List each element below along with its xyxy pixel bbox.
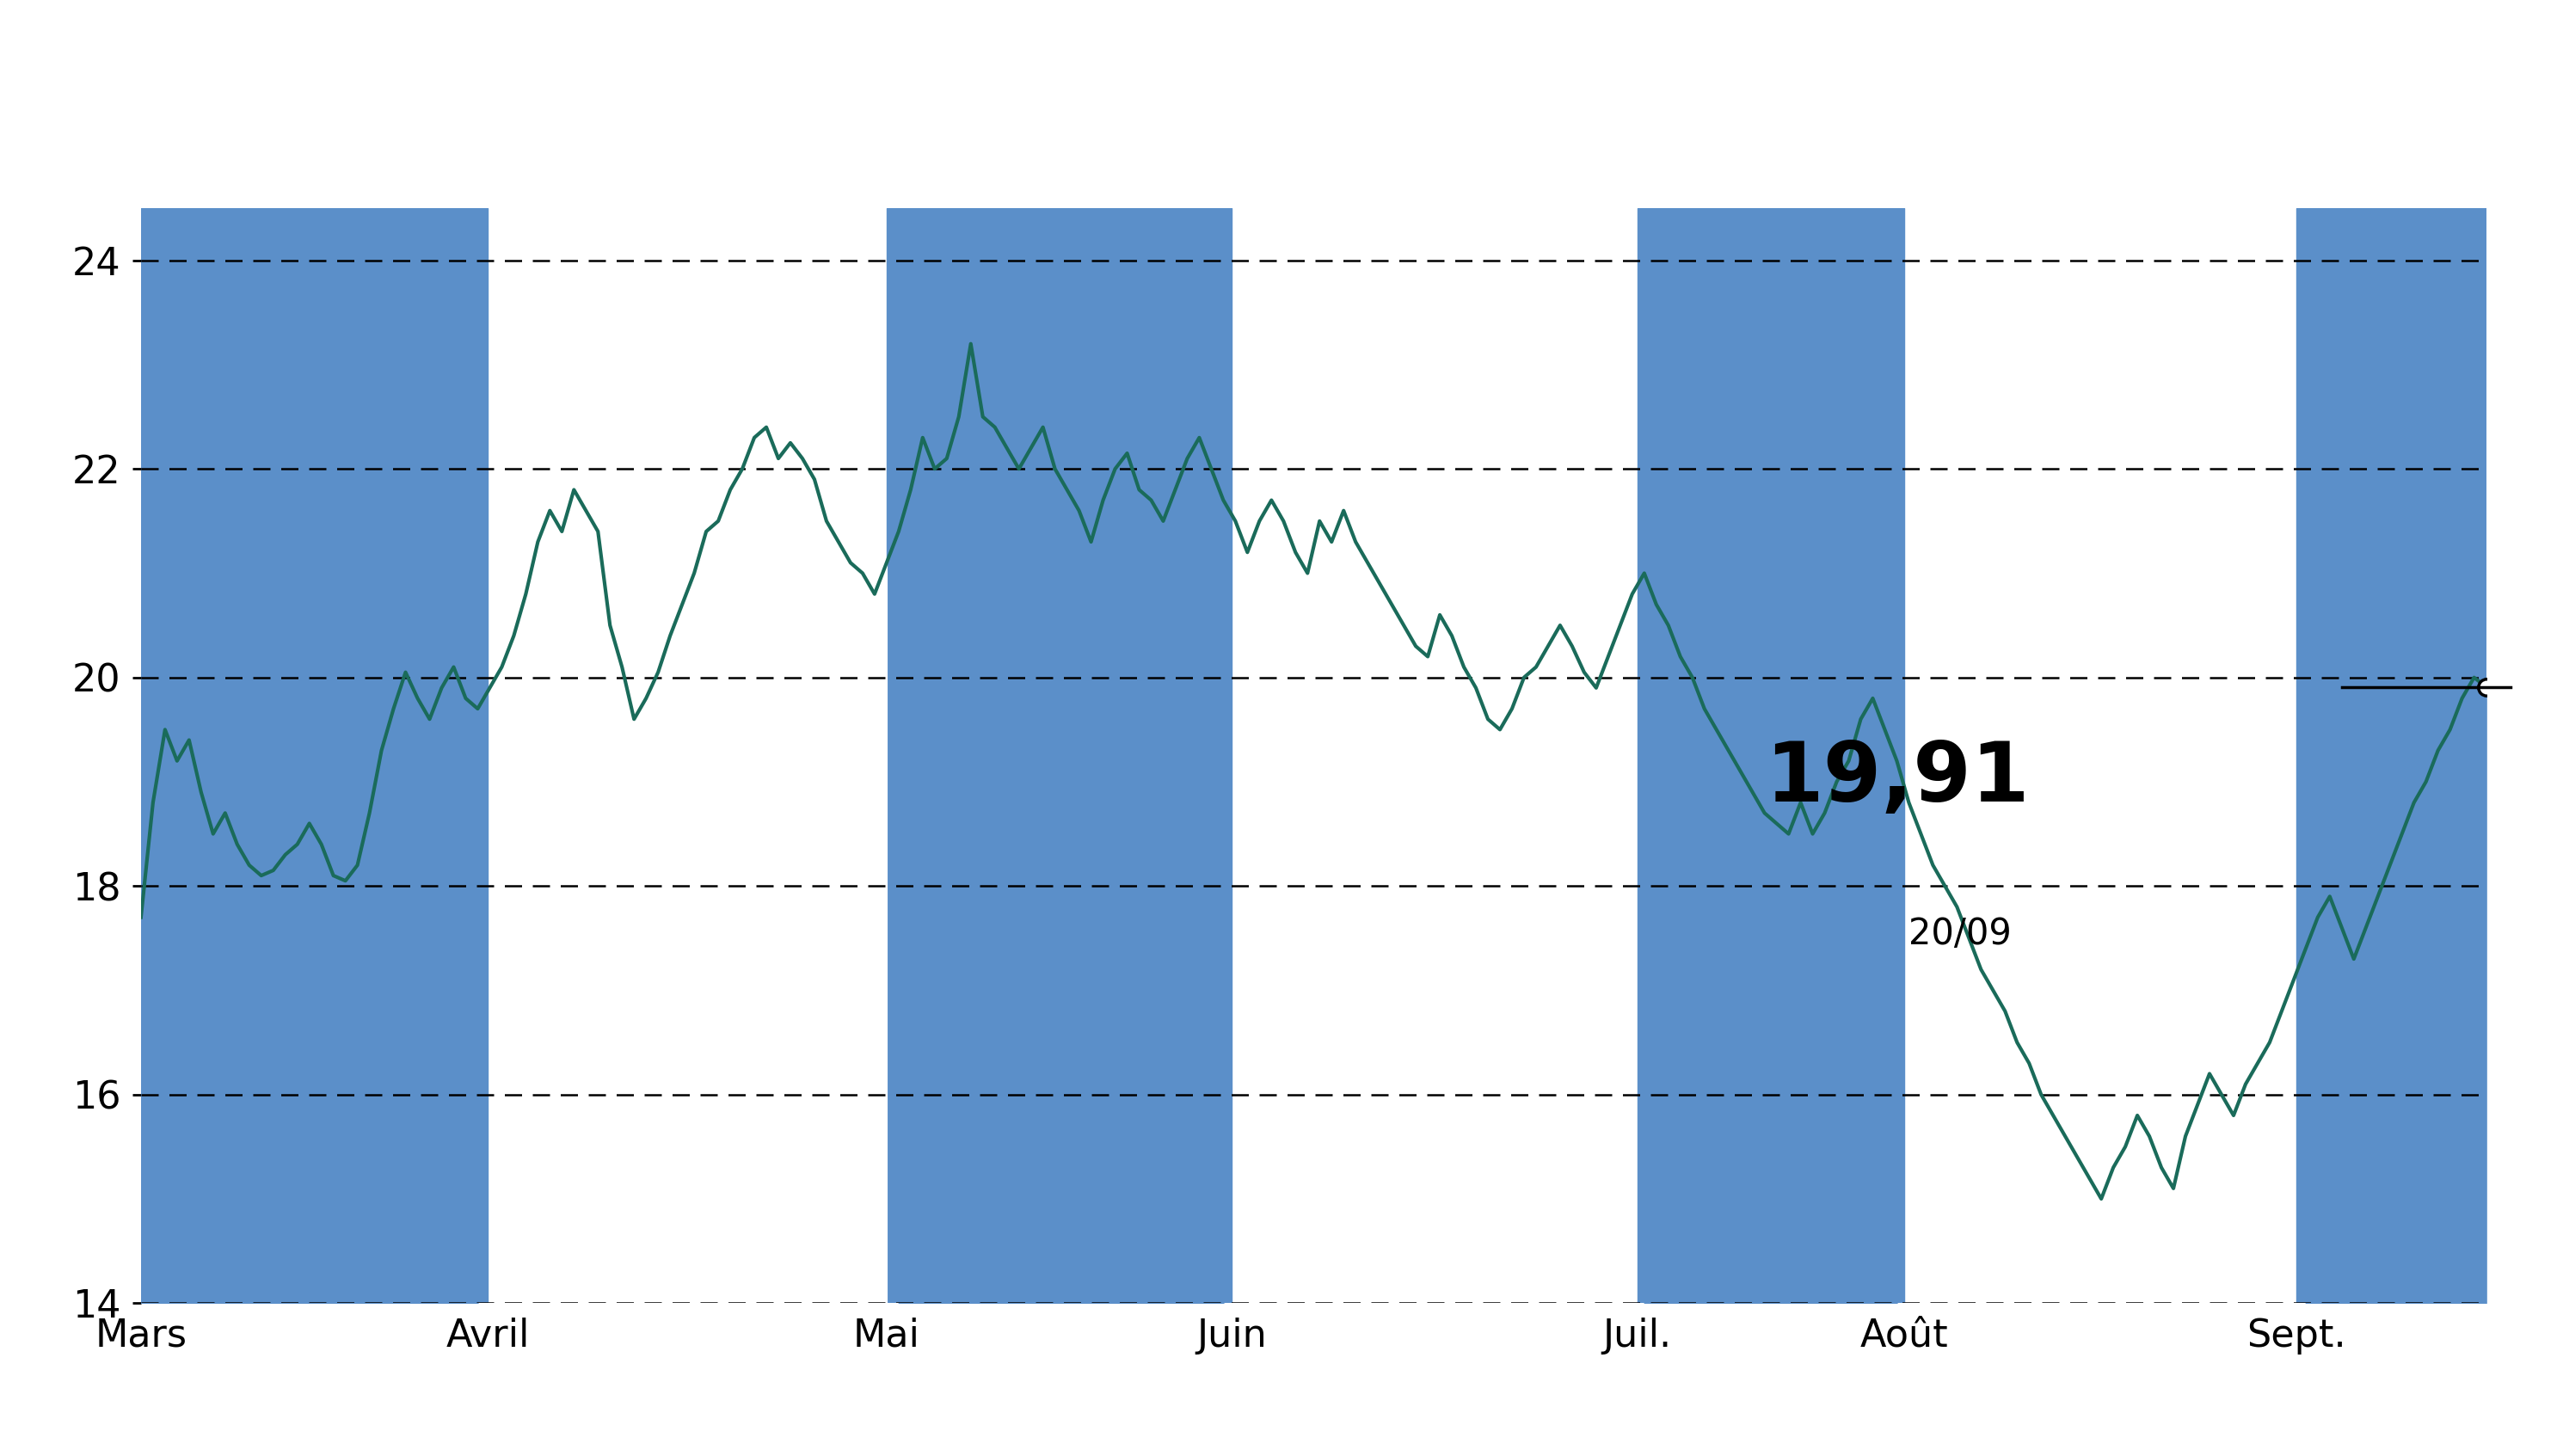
Text: 20/09: 20/09 (1909, 916, 2012, 952)
Bar (141, 208, 487, 1303)
Bar (2296, 208, 2486, 1303)
Text: AT&S Austria Technologie & Systemtechnik AG: AT&S Austria Technologie & Systemtechnik… (56, 41, 2507, 131)
Bar (887, 208, 1230, 1303)
Text: 19,91: 19,91 (1763, 740, 2030, 818)
Bar (1638, 208, 1904, 1303)
